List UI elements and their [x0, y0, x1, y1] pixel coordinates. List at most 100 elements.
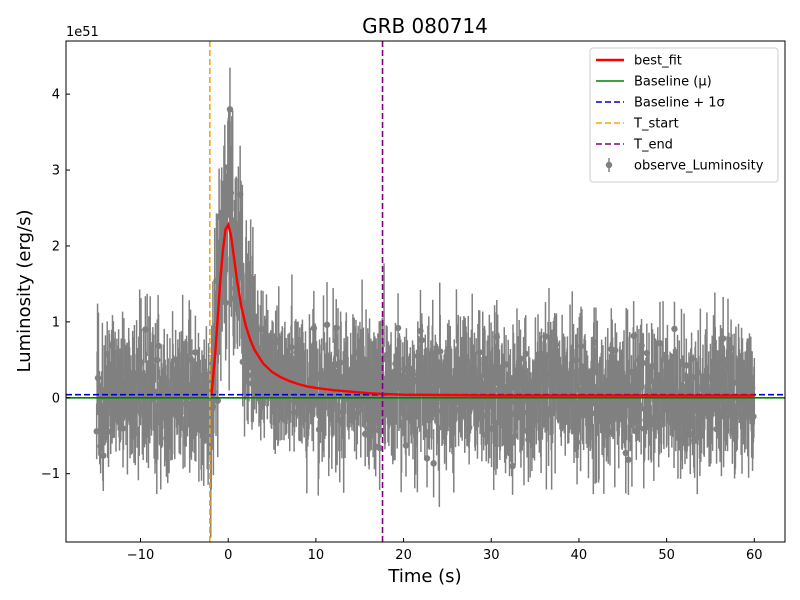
observed-point [562, 418, 569, 426]
observed-point [546, 371, 553, 379]
legend-box [589, 47, 779, 183]
observed-point [439, 399, 447, 407]
observed-point [226, 210, 233, 217]
legend-entry: observe_Luminosity [605, 158, 764, 174]
observed-point [697, 432, 704, 440]
observed-point [427, 378, 435, 385]
observed-point [201, 405, 208, 412]
observed-point [659, 378, 666, 385]
observed-point [358, 367, 365, 374]
observed-point [523, 427, 531, 435]
observed-point [167, 399, 174, 407]
observed-point [534, 370, 541, 377]
observed-point [730, 379, 737, 387]
observed-point [255, 361, 262, 368]
observed-point [687, 431, 694, 438]
observed-point [247, 282, 254, 289]
observed-point [179, 374, 186, 382]
observed-point [184, 400, 191, 407]
observed-point [675, 418, 682, 426]
legend: best_fit Baseline (μ) Baseline + 1σ T_start… [589, 47, 779, 183]
observed-point [731, 435, 739, 443]
observed-point [111, 367, 119, 375]
observed-point [165, 442, 173, 449]
observed-luminosity-points [93, 106, 757, 470]
observed-point [547, 347, 554, 354]
y-axis-title: Luminosity (erg/s) [14, 210, 35, 373]
observed-point [535, 379, 543, 386]
observed-point [555, 384, 562, 391]
observed-point [198, 386, 206, 394]
observed-point [490, 424, 498, 432]
observed-point [654, 400, 661, 408]
y-tick-label: 0 [52, 391, 60, 406]
observed-point [512, 432, 519, 439]
observed-point [221, 271, 228, 278]
observed-point [159, 414, 166, 421]
observed-point [658, 413, 665, 420]
observed-point [389, 418, 397, 426]
observed-point [161, 383, 169, 390]
observed-point [590, 338, 598, 346]
observed-point [127, 383, 135, 390]
y-axis: −1 0 1 2 3 4 [41, 88, 70, 482]
legend-label: Baseline (μ) [634, 75, 712, 90]
observed-point [554, 376, 561, 384]
observed-point [705, 374, 712, 381]
observed-point [365, 424, 373, 432]
observed-point [543, 412, 551, 419]
observed-point [202, 397, 210, 405]
observed-point [527, 398, 535, 405]
legend-entry: T_end [596, 138, 673, 153]
observed-point [630, 332, 637, 340]
observed-point [542, 333, 549, 340]
observed-point [696, 422, 703, 429]
observed-point [738, 364, 745, 371]
observed-point [218, 209, 225, 216]
observed-point [236, 191, 244, 198]
observed-point [533, 398, 540, 406]
observed-point [131, 398, 139, 406]
observed-point [514, 405, 522, 412]
observed-point [617, 383, 624, 390]
observed-point [140, 404, 148, 411]
observed-point [500, 411, 507, 418]
y-axis-offset-label: 1e51 [66, 25, 99, 40]
observed-point [200, 422, 207, 429]
observed-point [729, 426, 736, 434]
observed-point [454, 355, 461, 363]
observed-point [97, 443, 104, 450]
observed-point [639, 359, 647, 367]
observed-point [411, 429, 419, 436]
observed-point [529, 406, 536, 413]
observed-point [244, 372, 252, 379]
observed-point [625, 456, 632, 463]
y-tick-label: 1 [52, 315, 60, 330]
observed-point [333, 324, 340, 332]
observed-point [229, 217, 236, 224]
observed-point [400, 397, 407, 404]
observed-point [302, 415, 310, 422]
observed-point [433, 380, 440, 387]
observed-point [226, 106, 234, 113]
observed-point [718, 354, 726, 362]
observed-point [567, 373, 574, 381]
observed-point [688, 355, 695, 362]
observed-point [261, 367, 269, 374]
observed-point [214, 397, 221, 404]
observed-point [680, 407, 687, 414]
legend-label: Baseline + 1σ [634, 96, 725, 111]
observed-point [155, 342, 162, 350]
observed-point [326, 375, 333, 383]
observed-point [552, 341, 560, 348]
observed-point [638, 342, 645, 349]
observed-point [364, 360, 372, 367]
observed-point [468, 377, 475, 385]
observed-point [709, 406, 716, 413]
observed-point [276, 368, 283, 376]
observed-point [684, 398, 691, 405]
observed-point [152, 420, 160, 427]
observed-point [225, 163, 232, 171]
observed-point [342, 374, 349, 382]
legend-label: best_fit [634, 54, 682, 69]
